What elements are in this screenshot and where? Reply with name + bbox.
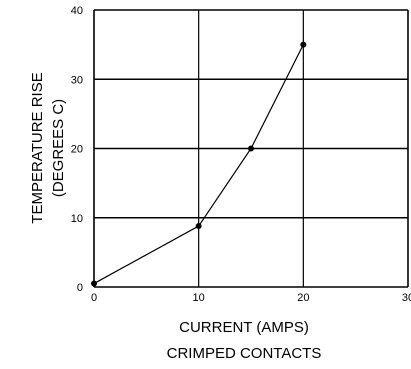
x-tick-label-30: 30 — [402, 292, 411, 304]
y-tick-label-40: 40 — [71, 5, 83, 17]
series-line — [93, 44, 304, 285]
y-tick-label-0: 0 — [77, 282, 83, 294]
x-tick-label-20: 20 — [297, 292, 309, 304]
data-point-3 — [300, 41, 307, 48]
x-tick-label-0: 0 — [91, 292, 97, 304]
series-layer — [91, 41, 307, 287]
chart-subtitle: CRIMPED CONTACTS — [167, 345, 322, 362]
y-axis-label-line2: (DEGREES C) — [50, 99, 67, 197]
data-point-1 — [195, 223, 202, 230]
x-tick-label-10: 10 — [193, 292, 205, 304]
y-tick-label-20: 20 — [71, 144, 83, 156]
y-axis-label-line1: TEMPERATURE RISE — [29, 72, 46, 223]
y-tick-label-30: 30 — [71, 74, 83, 86]
tick-labels: 0 10 20 30 0 10 20 30 40 — [71, 5, 411, 304]
data-point-0 — [91, 280, 97, 287]
grid — [93, 9, 409, 288]
x-axis-label: CURRENT (AMPS) — [179, 319, 309, 336]
y-tick-label-10: 10 — [71, 213, 83, 225]
data-point-2 — [248, 145, 254, 152]
